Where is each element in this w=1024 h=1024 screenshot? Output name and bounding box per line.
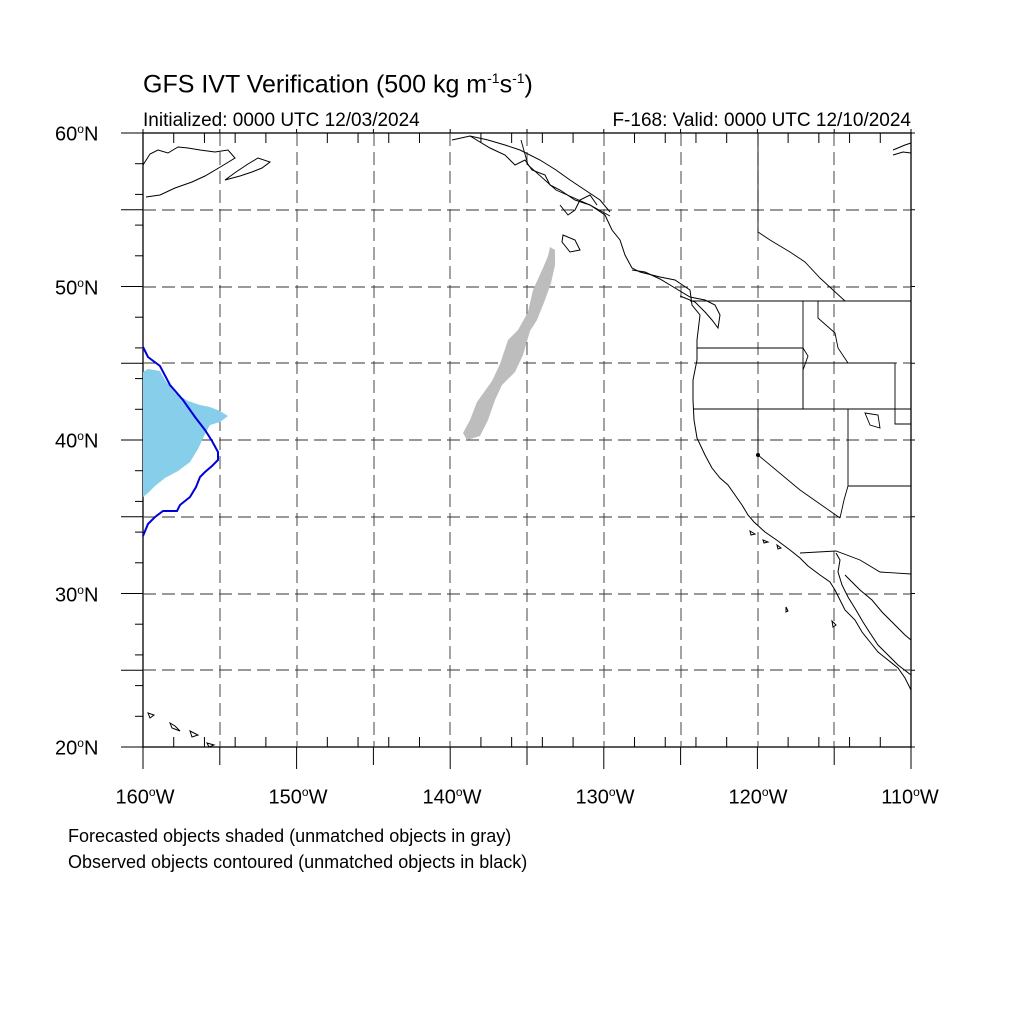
lat-label-60: 60oN — [55, 122, 99, 146]
forecast-object-unmatched — [463, 247, 555, 440]
city-markers — [756, 453, 760, 457]
lat-label-30: 30oN — [55, 583, 99, 607]
lat-label-40: 40oN — [55, 429, 99, 453]
lon-label-160w: 160oW — [115, 785, 175, 809]
lon-label-110w: 110oW — [881, 785, 939, 809]
valid-time: F-168: Valid: 0000 UTC 12/10/2024 — [612, 110, 911, 131]
forecast-object-matched — [143, 369, 228, 497]
lon-label-150w: 150oW — [268, 785, 328, 809]
lon-label-140w: 140oW — [422, 785, 482, 809]
political-boundaries — [520, 133, 912, 575]
alaska-coast — [142, 146, 236, 198]
footnote-forecast: Forecasted objects shaded (unmatched obj… — [68, 826, 512, 846]
lat-label-20: 20oN — [55, 736, 99, 760]
coastlines — [142, 135, 912, 748]
lat-label-50: 50oN — [55, 276, 99, 300]
initialized-time: Initialized: 0000 UTC 12/03/2024 — [143, 110, 420, 131]
observed-object-contour — [142, 346, 219, 537]
grid-lines — [143, 133, 911, 747]
lon-label-130w: 130oW — [575, 785, 635, 809]
map-title: GFS IVT Verification (500 kg m-1s-1) — [143, 70, 533, 99]
axis-ticks — [121, 129, 915, 769]
lon-label-120w: 120oW — [728, 785, 788, 809]
footnote-observed: Observed objects contoured (unmatched ob… — [68, 852, 528, 872]
